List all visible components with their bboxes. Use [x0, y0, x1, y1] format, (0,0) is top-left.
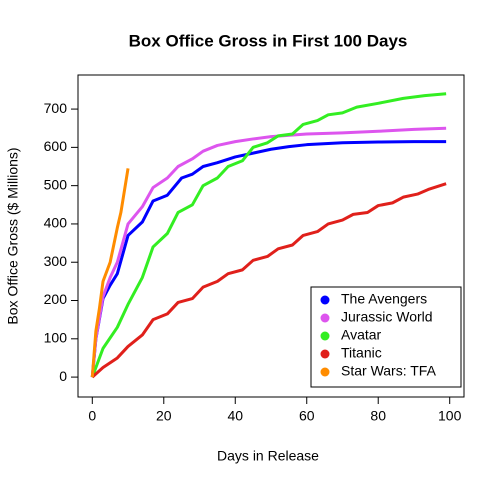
plot-frame — [77, 74, 465, 398]
x-tick-label: 20 — [156, 408, 172, 424]
y-tick-label: 300 — [44, 253, 68, 269]
y-tick-label: 700 — [44, 100, 68, 116]
line-series — [90, 126, 447, 378]
x-tick-label: 80 — [370, 408, 386, 424]
legend-label: Star Wars: TFA — [341, 363, 437, 379]
line-series — [90, 92, 447, 378]
y-tick-label: 200 — [44, 291, 68, 307]
line-series — [90, 168, 130, 378]
legend-marker — [320, 367, 330, 377]
y-tick-label: 100 — [44, 330, 68, 346]
legend-label: Jurassic World — [341, 309, 433, 325]
legend-marker — [320, 349, 330, 359]
y-tick-label: 500 — [44, 176, 68, 192]
y-tick-label: 0 — [59, 368, 67, 384]
line-series — [90, 140, 447, 378]
x-tick-label: 40 — [227, 408, 243, 424]
y-tick-label: 400 — [44, 215, 68, 231]
x-tick-label: 100 — [438, 408, 462, 424]
x-tick-label: 0 — [88, 408, 96, 424]
legend-marker — [320, 313, 330, 323]
chart-title: Box Office Gross in First 100 Days — [129, 31, 408, 50]
legend-marker — [320, 295, 330, 305]
legend-label: Avatar — [341, 327, 382, 343]
y-axis-label: Box Office Gross ($ Millions) — [5, 147, 21, 324]
x-axis-label: Days in Release — [217, 448, 319, 464]
y-tick-label: 600 — [44, 138, 68, 154]
x-tick-label: 60 — [299, 408, 315, 424]
line-series — [91, 182, 447, 379]
legend-label: Titanic — [341, 345, 382, 361]
legend-marker — [320, 331, 330, 341]
legend-box — [310, 286, 462, 388]
legend-label: The Avengers — [341, 291, 427, 307]
